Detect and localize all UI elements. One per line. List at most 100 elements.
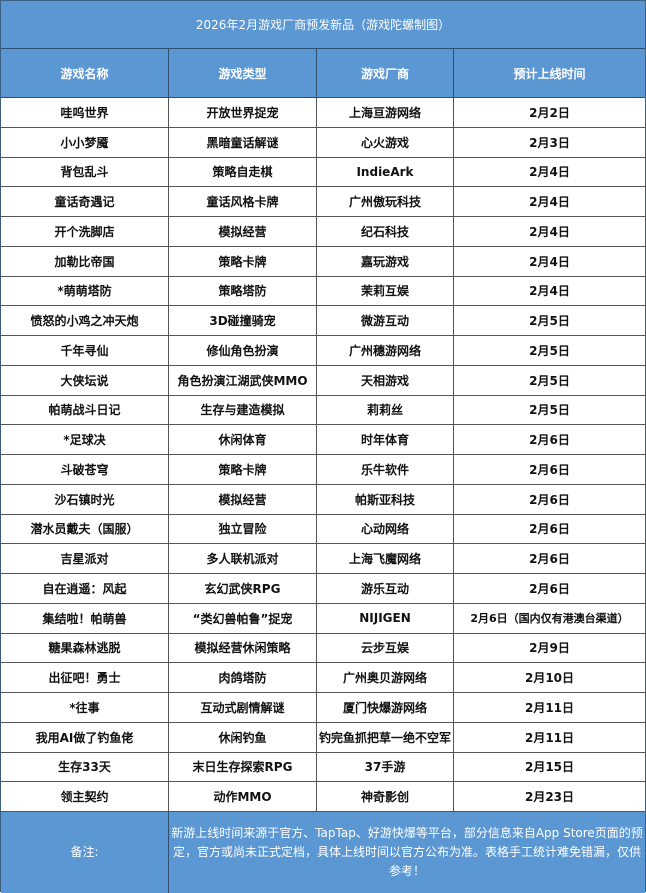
- cell-game-name: 开个洗脚店: [1, 217, 169, 247]
- cell-release-date: 2月2日: [454, 98, 645, 128]
- table-title: 2026年2月游戏厂商预发新品（游戏陀螺制图）: [1, 1, 645, 49]
- table-row: 自在逍遥：风起 玄幻武侠RPG 游乐互动 2月6日: [1, 574, 645, 604]
- cell-game-type: 开放世界捉宠: [169, 98, 317, 128]
- cell-publisher: 心动网络: [317, 514, 454, 545]
- header-game-name: 游戏名称: [1, 49, 169, 98]
- cell-publisher: 时年体育: [317, 425, 454, 455]
- cell-publisher: 纪石科技: [317, 217, 454, 247]
- table-row: 愤怒的小鸡之冲天炮 3D碰撞骑宠 微游互动 2月5日: [1, 306, 645, 336]
- table-row: 领主契约 动作MMO 神奇影创 2月23日: [1, 782, 645, 812]
- table-row: 斗破苍穹 策略卡牌 乐牛软件 2月6日: [1, 455, 645, 485]
- footer-label: 备注:: [1, 812, 169, 893]
- cell-game-type: “类幻兽帕鲁”捉宠: [169, 603, 317, 634]
- table-row: 哇呜世界 开放世界捉宠 上海亘游网络 2月2日: [1, 98, 645, 128]
- table-row: *往事 互动式剧情解谜 厦门快爆游网络 2月11日: [1, 693, 645, 723]
- cell-release-date: 2月6日: [454, 485, 645, 515]
- table-row: 吉星派对 多人联机派对 上海飞魔网络 2月6日: [1, 544, 645, 574]
- table-row: 集结啦！帕萌兽 “类幻兽帕鲁”捉宠 NIJIGEN 2月6日（国内仅有港澳台渠道）: [1, 603, 645, 634]
- cell-game-name: 加勒比帝国: [1, 246, 169, 277]
- cell-game-name: 沙石镇时光: [1, 484, 169, 515]
- table-row: 糖果森林逃脱 模拟经营休闲策略 云步互娱 2月9日: [1, 633, 645, 664]
- cell-publisher: 广州穗游网络: [317, 336, 454, 366]
- cell-game-type: 休闲体育: [169, 425, 317, 455]
- cell-game-type: 黑暗童话解谜: [169, 127, 317, 158]
- cell-game-type: 模拟经营: [169, 484, 317, 515]
- cell-publisher: 乐牛软件: [317, 455, 454, 485]
- cell-publisher: 莉莉丝: [317, 395, 454, 426]
- cell-release-date: 2月6日（国内仅有港澳台渠道）: [454, 604, 645, 634]
- cell-release-date: 2月11日: [454, 723, 645, 753]
- cell-game-name: 背包乱斗: [1, 157, 169, 188]
- cell-game-name: 生存33天: [1, 752, 169, 783]
- cell-release-date: 2月3日: [454, 128, 645, 158]
- cell-release-date: 2月6日: [454, 515, 645, 545]
- cell-publisher: 广州奥贝游网络: [317, 663, 454, 693]
- table-row: 帕萌战斗日记 生存与建造模拟 莉莉丝 2月5日: [1, 395, 645, 426]
- cell-release-date: 2月5日: [454, 366, 645, 396]
- cell-game-type: 3D碰撞骑宠: [169, 306, 317, 336]
- cell-publisher: 钓完鱼抓把草一绝不空军: [317, 722, 454, 753]
- cell-release-date: 2月6日: [454, 425, 645, 455]
- cell-release-date: 2月5日: [454, 336, 645, 366]
- table-row: 沙石镇时光 模拟经营 帕斯亚科技 2月6日: [1, 484, 645, 515]
- header-release-date: 预计上线时间: [454, 49, 645, 98]
- cell-release-date: 2月4日: [454, 187, 645, 217]
- cell-game-type: 修仙角色扮演: [169, 336, 317, 366]
- cell-game-name: 潜水员戴夫（国服）: [1, 514, 169, 545]
- cell-game-type: 策略塔防: [169, 276, 317, 307]
- cell-release-date: 2月5日: [454, 306, 645, 336]
- table-row: 开个洗脚店 模拟经营 纪石科技 2月4日: [1, 217, 645, 247]
- table-row: 千年寻仙 修仙角色扮演 广州穗游网络 2月5日: [1, 336, 645, 366]
- header-publisher: 游戏厂商: [317, 49, 454, 98]
- cell-publisher: 云步互娱: [317, 633, 454, 664]
- table-row: 背包乱斗 策略自走棋 IndieArk 2月4日: [1, 157, 645, 188]
- cell-game-type: 生存与建造模拟: [169, 395, 317, 426]
- cell-game-type: 末日生存探索RPG: [169, 752, 317, 783]
- cell-game-name: 愤怒的小鸡之冲天炮: [1, 306, 169, 336]
- cell-game-name: 糖果森林逃脱: [1, 633, 169, 664]
- table-row: *萌萌塔防 策略塔防 茉莉互娱 2月4日: [1, 276, 645, 307]
- header-game-type: 游戏类型: [169, 49, 317, 98]
- cell-release-date: 2月4日: [454, 247, 645, 277]
- table-row: 生存33天 末日生存探索RPG 37手游 2月15日: [1, 752, 645, 783]
- cell-release-date: 2月6日: [454, 544, 645, 574]
- table-row: 童话奇遇记 童话风格卡牌 广州傲玩科技 2月4日: [1, 187, 645, 217]
- cell-game-name: 集结啦！帕萌兽: [1, 603, 169, 634]
- cell-publisher: 37手游: [317, 752, 454, 783]
- cell-game-name: 童话奇遇记: [1, 187, 169, 217]
- cell-game-type: 策略自走棋: [169, 157, 317, 188]
- cell-publisher: 游乐互动: [317, 574, 454, 604]
- table-row: *足球决 休闲体育 时年体育 2月6日: [1, 425, 645, 455]
- footer-note: 新游上线时间来源于官方、TapTap、好游快爆等平台，部分信息来自App Sto…: [171, 826, 643, 878]
- cell-game-type: 模拟经营: [169, 217, 317, 247]
- cell-publisher: 嘉玩游戏: [317, 246, 454, 277]
- cell-release-date: 2月11日: [454, 693, 645, 723]
- cell-game-type: 童话风格卡牌: [169, 187, 317, 217]
- cell-game-type: 互动式剧情解谜: [169, 693, 317, 723]
- cell-game-type: 独立冒险: [169, 514, 317, 545]
- cell-publisher: 帕斯亚科技: [317, 484, 454, 515]
- table-row: 加勒比帝国 策略卡牌 嘉玩游戏 2月4日: [1, 246, 645, 277]
- cell-publisher: 上海飞魔网络: [317, 544, 454, 574]
- cell-game-name: 领主契约: [1, 782, 169, 812]
- cell-game-name: 我用AI做了钓鱼佬: [1, 722, 169, 753]
- cell-release-date: 2月6日: [454, 574, 645, 604]
- table-row: 我用AI做了钓鱼佬 休闲钓鱼 钓完鱼抓把草一绝不空军 2月11日: [1, 722, 645, 753]
- table-row: 潜水员戴夫（国服） 独立冒险 心动网络 2月6日: [1, 514, 645, 545]
- cell-release-date: 2月9日: [454, 634, 645, 664]
- cell-game-type: 策略卡牌: [169, 455, 317, 485]
- cell-game-type: 模拟经营休闲策略: [169, 633, 317, 664]
- cell-publisher: 微游互动: [317, 306, 454, 336]
- cell-game-type: 多人联机派对: [169, 544, 317, 574]
- cell-publisher: 心火游戏: [317, 127, 454, 158]
- cell-publisher: 上海亘游网络: [317, 98, 454, 128]
- cell-game-name: 千年寻仙: [1, 336, 169, 366]
- cell-game-type: 玄幻武侠RPG: [169, 574, 317, 604]
- cell-game-type: 角色扮演江湖武侠MMO: [169, 365, 317, 396]
- table-row: 小小梦魇 黑暗童话解谜 心火游戏 2月3日: [1, 127, 645, 158]
- cell-publisher: 茉莉互娱: [317, 276, 454, 307]
- cell-release-date: 2月4日: [454, 217, 645, 247]
- cell-game-name: 斗破苍穹: [1, 455, 169, 485]
- cell-game-name: *往事: [1, 693, 169, 723]
- cell-game-name: 出征吧！勇士: [1, 663, 169, 693]
